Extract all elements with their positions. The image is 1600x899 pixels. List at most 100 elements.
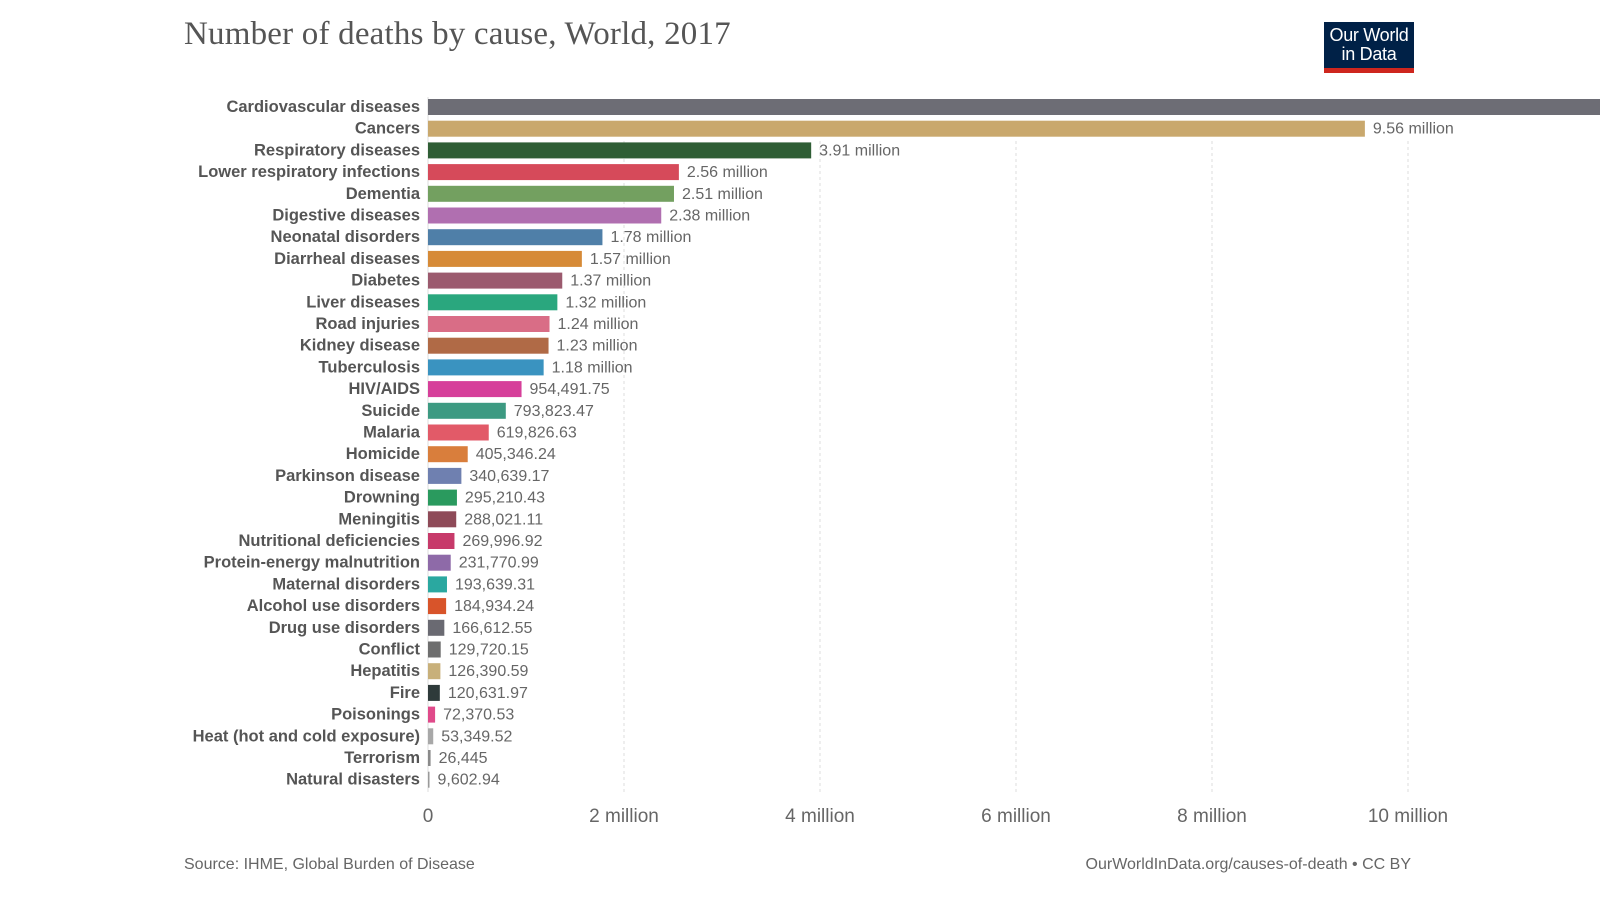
value-label: 1.24 million xyxy=(558,316,639,333)
bar[interactable] xyxy=(428,207,662,224)
category-label: Nutritional deficiencies xyxy=(238,532,420,550)
bar[interactable] xyxy=(428,250,582,267)
bar-row[interactable]: Meningitis 288,021.11 xyxy=(338,510,543,528)
bar-row[interactable]: Suicide 793,823.47 xyxy=(361,402,594,420)
category-label: HIV/AIDS xyxy=(348,380,420,398)
value-label: 295,210.43 xyxy=(465,490,545,507)
bar[interactable] xyxy=(428,554,451,571)
value-label: 53,349.52 xyxy=(441,728,512,745)
chart-title: Number of deaths by cause, World, 2017 xyxy=(184,16,731,52)
bar-row[interactable]: Fire 120,631.97 xyxy=(390,684,528,702)
bar[interactable] xyxy=(428,142,812,159)
bar-row[interactable]: Homicide 405,346.24 xyxy=(346,445,556,463)
category-label: Drowning xyxy=(344,489,420,507)
bar[interactable] xyxy=(428,359,544,376)
bar-row[interactable]: Alcohol use disorders 184,934.24 xyxy=(247,597,535,615)
bar[interactable] xyxy=(428,489,457,506)
bar[interactable] xyxy=(428,446,468,463)
bar[interactable] xyxy=(428,120,1365,137)
bar-row[interactable]: Drug use disorders 166,612.55 xyxy=(269,619,533,637)
bar-row[interactable]: Liver diseases 1.32 million xyxy=(306,293,646,311)
value-label: 269,996.92 xyxy=(462,533,542,550)
bar[interactable] xyxy=(428,424,489,441)
category-label: Heat (hot and cold exposure) xyxy=(193,727,420,745)
bar-row[interactable]: Heat (hot and cold exposure) 53,349.52 xyxy=(193,727,513,745)
bar-row[interactable]: Respiratory diseases 3.91 million xyxy=(254,141,900,159)
bar[interactable] xyxy=(428,598,447,615)
bar[interactable] xyxy=(428,316,550,332)
source-link[interactable]: OurWorldInData.org/causes-of-death • CC … xyxy=(1085,856,1411,873)
bar-row[interactable]: Hepatitis 126,390.59 xyxy=(350,662,528,680)
bar-row[interactable]: Dementia 2.51 million xyxy=(346,185,763,203)
bar-row[interactable]: Protein-energy malnutrition 231,770.99 xyxy=(204,554,539,572)
value-label: 120,631.97 xyxy=(448,685,528,702)
value-label: 2.56 million xyxy=(687,164,768,181)
bar-row[interactable]: Diabetes 1.37 million xyxy=(351,272,651,290)
bar[interactable] xyxy=(428,771,430,788)
value-label: 1.32 million xyxy=(565,294,646,311)
bar[interactable] xyxy=(428,533,455,549)
bar-row[interactable]: Cardiovascular diseases17.79 million xyxy=(226,98,1600,116)
value-label: 1.57 million xyxy=(590,251,671,268)
category-label: Drug use disorders xyxy=(269,619,420,637)
category-label: Road injuries xyxy=(315,315,420,333)
bar-row[interactable]: Drowning 295,210.43 xyxy=(344,489,545,507)
value-label: 340,639.17 xyxy=(469,468,549,485)
bar-row[interactable]: Conflict 129,720.15 xyxy=(359,641,529,659)
bar[interactable] xyxy=(428,576,447,593)
bar[interactable] xyxy=(428,663,441,680)
bar-row[interactable]: Parkinson disease 340,639.17 xyxy=(275,467,549,485)
x-tick-label: 4 million xyxy=(785,806,855,827)
category-label: Natural disasters xyxy=(286,771,420,789)
value-label: 3.91 million xyxy=(819,142,900,159)
value-label: 231,770.99 xyxy=(459,555,539,572)
category-label: Liver diseases xyxy=(306,293,420,311)
category-label: Diabetes xyxy=(351,272,420,290)
bar-row[interactable]: Maternal disorders 193,639.31 xyxy=(272,575,535,593)
logo-line-1: Our World xyxy=(1329,25,1409,45)
category-label: Conflict xyxy=(359,641,421,659)
bar[interactable] xyxy=(428,402,506,419)
bar-row[interactable]: Road injuries 1.24 million xyxy=(315,315,638,333)
category-label: Dementia xyxy=(346,185,421,203)
category-label: Poisonings xyxy=(331,706,420,724)
category-label: Kidney disease xyxy=(300,337,420,355)
bar-row[interactable]: HIV/AIDS 954,491.75 xyxy=(348,380,609,398)
bar-row[interactable]: Diarrheal diseases 1.57 million xyxy=(274,250,671,268)
bar[interactable] xyxy=(428,619,445,636)
bar[interactable] xyxy=(428,99,1600,115)
value-label: 72,370.53 xyxy=(443,707,514,724)
bar-row[interactable]: Digestive diseases 2.38 million xyxy=(272,207,750,225)
bar[interactable] xyxy=(428,511,457,528)
bar[interactable] xyxy=(428,381,522,398)
value-label: 1.37 million xyxy=(570,273,651,290)
bar[interactable] xyxy=(428,684,440,701)
bar[interactable] xyxy=(428,164,679,181)
category-label: Meningitis xyxy=(338,510,420,528)
bar[interactable] xyxy=(428,641,441,658)
x-tick-label: 2 million xyxy=(589,806,659,827)
bar-row[interactable]: Malaria 619,826.63 xyxy=(363,424,577,442)
bar[interactable] xyxy=(428,467,462,484)
bar-row[interactable]: Neonatal disorders 1.78 million xyxy=(271,228,692,246)
owid-logo[interactable]: Our World in Data xyxy=(1324,22,1414,73)
bar[interactable] xyxy=(428,706,436,723)
bar[interactable] xyxy=(428,229,603,246)
bar-row[interactable]: Poisonings 72,370.53 xyxy=(331,706,514,724)
bar[interactable] xyxy=(428,728,434,745)
bar[interactable] xyxy=(428,337,549,354)
value-label: 288,021.11 xyxy=(464,511,543,528)
bar[interactable] xyxy=(428,272,563,289)
bars: Cardiovascular diseases17.79 million Canc… xyxy=(193,98,1600,789)
bar-row[interactable]: Terrorism 26,445 xyxy=(344,749,487,767)
bar-row[interactable]: Tuberculosis 1.18 million xyxy=(319,358,633,376)
bar-row[interactable]: Natural disasters 9,602.94 xyxy=(286,771,500,789)
bar-row[interactable]: Cancers 9.56 million xyxy=(355,120,1454,138)
bar[interactable] xyxy=(428,294,558,311)
bar-row[interactable]: Nutritional deficiencies 269,996.92 xyxy=(238,532,542,550)
bar[interactable] xyxy=(428,185,674,202)
category-label: Fire xyxy=(390,684,420,702)
bar-row[interactable]: Kidney disease 1.23 million xyxy=(300,337,638,355)
bar[interactable] xyxy=(428,750,431,766)
bar-row[interactable]: Lower respiratory infections 2.56 million xyxy=(198,163,768,181)
